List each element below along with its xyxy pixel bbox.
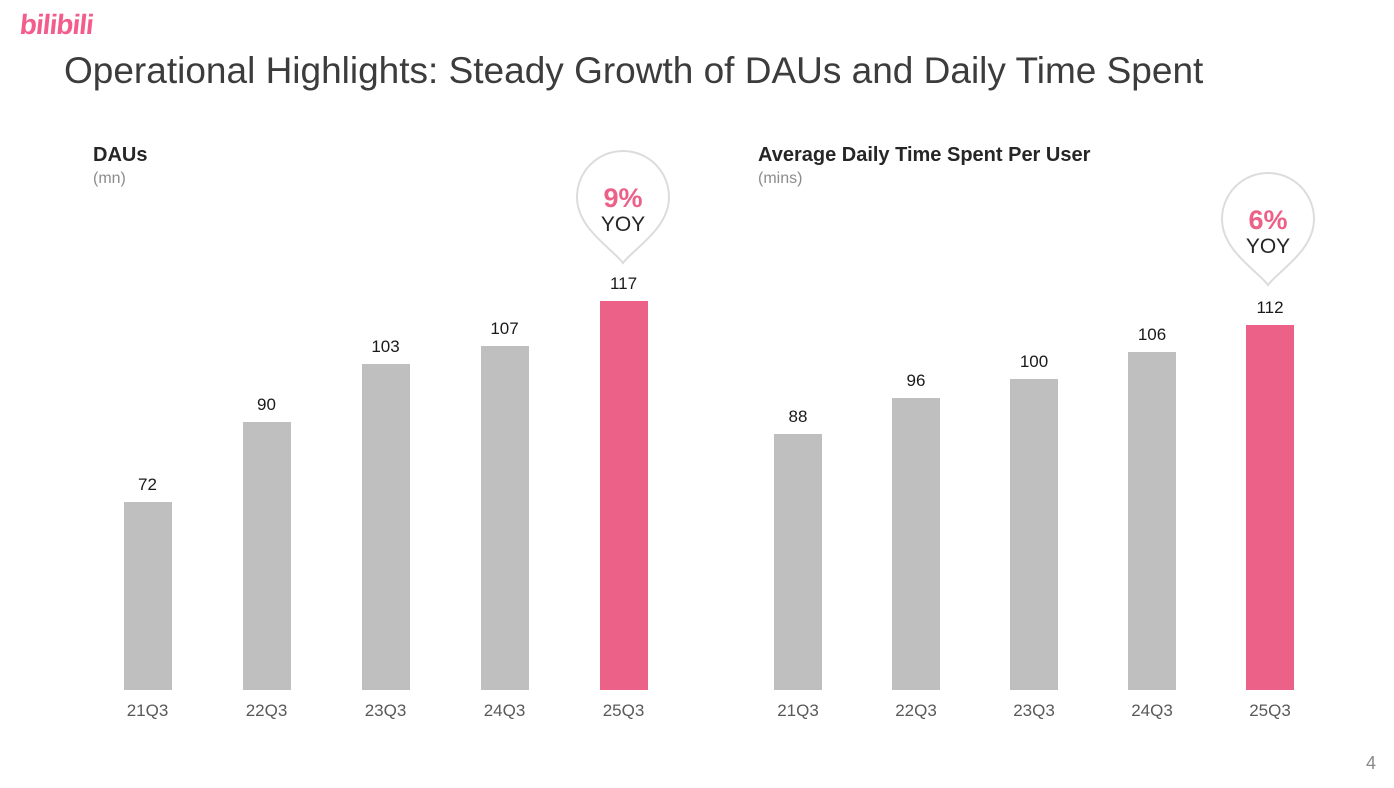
bar-column: 100 23Q3 — [975, 352, 1093, 721]
bar-value-label: 112 — [1256, 297, 1284, 317]
bar-column: 72 21Q3 — [88, 475, 207, 721]
chart-header: DAUs (mn) — [93, 144, 147, 188]
bar-value-label: 107 — [490, 319, 519, 339]
bar-column: 106 24Q3 — [1093, 325, 1211, 721]
bar-value-label: 90 — [257, 395, 276, 414]
bar-column: 107 24Q3 — [445, 319, 564, 721]
bar-value-label: 117 — [609, 274, 638, 294]
bar-column: 90 22Q3 — [207, 395, 326, 721]
bar — [599, 301, 648, 690]
teardrop-shape — [575, 150, 671, 265]
time-spent-bar-plot: 88 21Q3 96 22Q3 100 23Q3 106 24Q3 112 25Q3 — [739, 298, 1329, 722]
category-label: 22Q3 — [895, 701, 937, 720]
category-label: 21Q3 — [126, 701, 169, 720]
bar — [1010, 379, 1058, 690]
bar — [361, 363, 410, 690]
yoy-label: YOY — [601, 213, 645, 236]
teardrop-shape — [1220, 172, 1316, 287]
bar — [1128, 352, 1176, 690]
category-label: 21Q3 — [777, 701, 819, 720]
dau-bar-plot: 72 21Q3 90 22Q3 103 23Q3 107 24Q3 117 25Q3 — [88, 274, 683, 721]
category-label: 23Q3 — [364, 701, 407, 720]
bar — [480, 346, 529, 690]
bar-value-label: 103 — [371, 336, 400, 356]
bar — [123, 502, 172, 690]
bar-column: 96 22Q3 — [857, 371, 975, 721]
chart-unit-label: (mn) — [93, 170, 126, 187]
bar-value-label: 100 — [1019, 352, 1049, 372]
category-label: 23Q3 — [1013, 701, 1055, 720]
bar-column: 112 25Q3 — [1211, 298, 1329, 722]
yoy-badge: 6% YOY — [1216, 171, 1320, 289]
bar-value-label: 72 — [138, 475, 157, 495]
chart-header: Average Daily Time Spent Per User (mins) — [758, 144, 1090, 188]
bar-column: 88 21Q3 — [739, 407, 857, 721]
yoy-percent: 9% — [603, 183, 642, 213]
yoy-badge: 9% YOY — [571, 149, 675, 267]
chart-title: DAUs — [93, 144, 148, 166]
bar — [774, 434, 822, 690]
bar-column: 117 25Q3 — [564, 274, 683, 721]
category-label: 24Q3 — [483, 701, 526, 720]
category-label: 25Q3 — [1249, 701, 1291, 720]
bar-value-label: 106 — [1137, 325, 1167, 344]
category-label: 22Q3 — [245, 701, 288, 720]
chart-title: Average Daily Time Spent Per User — [758, 144, 1091, 166]
bar — [242, 422, 291, 690]
yoy-percent: 6% — [1248, 205, 1287, 235]
bar — [1246, 324, 1294, 690]
page-number: 4 — [1365, 753, 1376, 773]
bar-value-label: 96 — [906, 370, 926, 390]
chart-unit-label: (mins) — [758, 170, 803, 187]
bar-value-label: 88 — [788, 407, 808, 427]
category-label: 24Q3 — [1131, 701, 1173, 720]
slide-title: Operational Highlights: Steady Growth of… — [64, 50, 1204, 91]
bilibili-logo: bilibili — [18, 9, 95, 40]
yoy-label: YOY — [1246, 235, 1290, 258]
bar-column: 103 23Q3 — [326, 337, 445, 721]
bar — [892, 397, 940, 690]
category-label: 25Q3 — [602, 701, 645, 720]
